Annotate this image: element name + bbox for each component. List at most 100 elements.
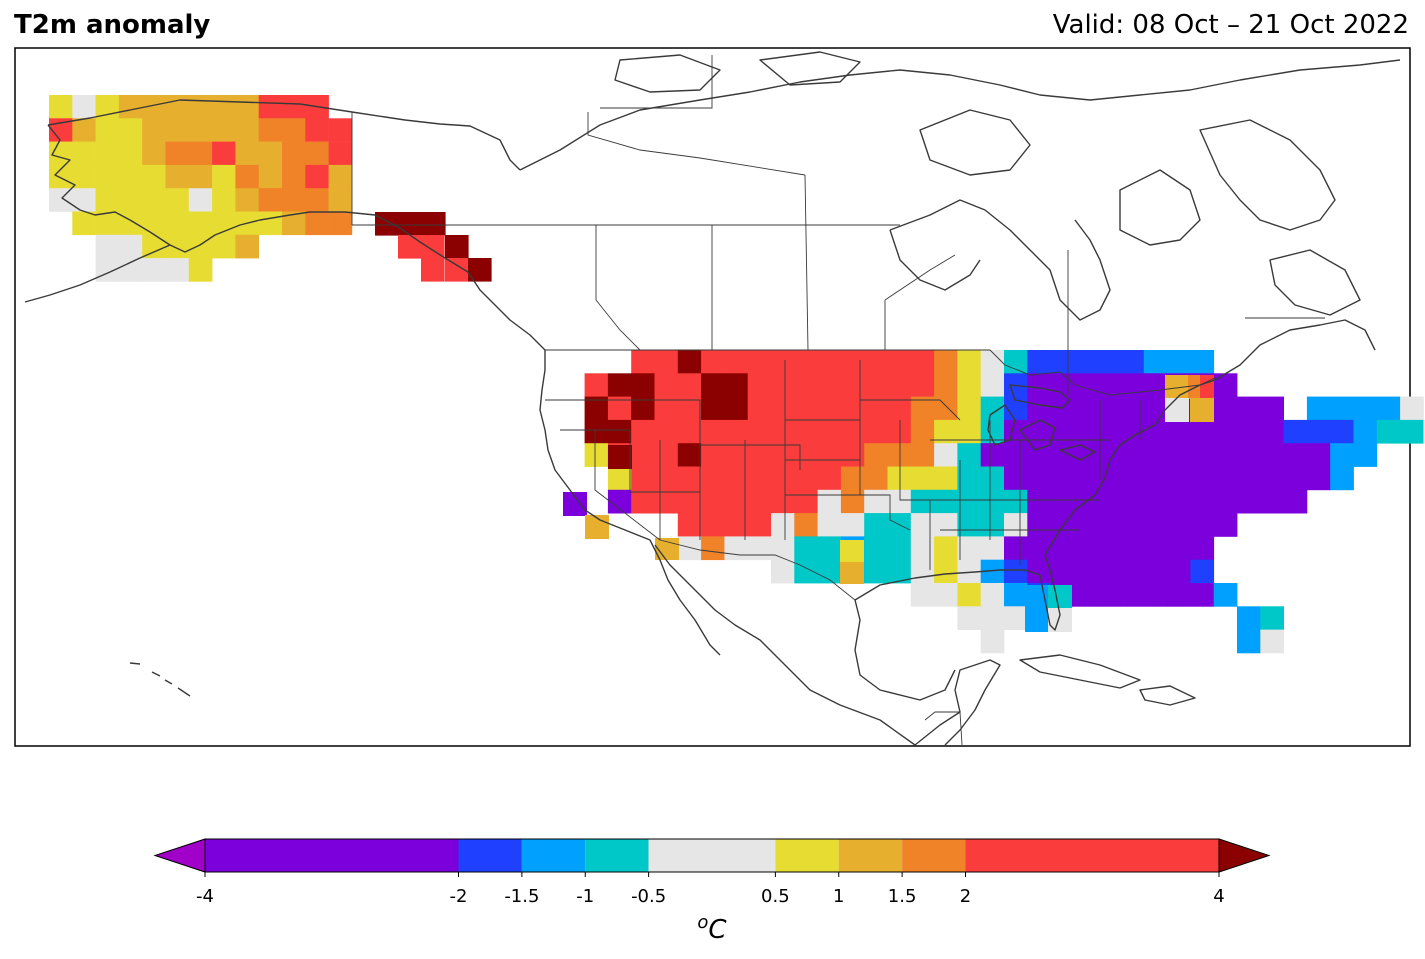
anomaly-cell	[398, 212, 423, 236]
anomaly-cell	[1260, 489, 1284, 514]
anomaly-cell	[188, 211, 213, 236]
anomaly-cell	[840, 540, 864, 562]
anomaly-cell	[1237, 396, 1261, 421]
anomaly-cell	[95, 164, 120, 189]
anomaly-cell	[1027, 466, 1051, 491]
anomaly-cell	[980, 559, 1005, 584]
anomaly-cells	[49, 95, 1425, 654]
anomaly-cell	[701, 443, 725, 467]
anomaly-cell	[142, 164, 166, 189]
anomaly-cell	[864, 419, 888, 444]
anomaly-cell	[957, 559, 982, 584]
anomaly-cell	[235, 141, 259, 166]
anomaly-cell	[165, 141, 190, 166]
colorbar-segment	[205, 839, 459, 872]
anomaly-cell	[142, 258, 166, 282]
anomaly-cell	[1097, 373, 1121, 397]
anomaly-cell	[118, 234, 143, 259]
anomaly-cell	[142, 141, 166, 166]
anomaly-cell	[1330, 396, 1354, 421]
anomaly-cell	[910, 419, 935, 444]
anomaly-cell	[980, 396, 1005, 421]
colorbar-tick-label: -4	[196, 886, 214, 907]
anomaly-cell	[840, 419, 865, 444]
anomaly-cell	[1097, 513, 1121, 537]
anomaly-cell	[165, 188, 190, 212]
anomaly-cell	[607, 396, 632, 421]
anomaly-cell	[934, 350, 958, 374]
anomaly-cell	[212, 188, 236, 212]
anomaly-cell	[1237, 629, 1261, 654]
anomaly-cell	[771, 513, 795, 537]
anomaly-cell	[910, 373, 935, 397]
anomaly-cell	[1097, 466, 1121, 491]
anomaly-cell	[654, 396, 679, 421]
anomaly-cell	[235, 118, 259, 142]
anomaly-cell	[72, 211, 96, 236]
anomaly-cell	[910, 583, 935, 607]
anomaly-cell	[607, 373, 632, 397]
anomaly-cell	[817, 373, 842, 397]
anomaly-cell	[1306, 466, 1331, 491]
anomaly-cell	[584, 419, 609, 444]
anomaly-cell	[887, 396, 912, 421]
anomaly-cell	[724, 513, 749, 537]
anomaly-cell	[771, 536, 795, 561]
anomaly-cell	[584, 396, 609, 421]
anomaly-cell	[328, 188, 353, 212]
colorbar-tick-label: 4	[1213, 886, 1224, 907]
anomaly-cell	[794, 466, 818, 491]
anomaly-cell	[934, 559, 958, 584]
anomaly-cell	[701, 419, 725, 444]
anomaly-cell	[1050, 466, 1075, 491]
anomaly-cell	[607, 419, 632, 444]
anomaly-cell	[235, 164, 259, 189]
anomaly-cell	[282, 141, 306, 166]
anomaly-cell	[95, 118, 120, 142]
anomaly-cell	[677, 373, 702, 397]
anomaly-cell	[747, 489, 772, 514]
anomaly-cell	[747, 443, 772, 467]
anomaly-cell	[1237, 606, 1261, 630]
anomaly-cell	[794, 489, 818, 514]
anomaly-cell	[584, 443, 609, 467]
anomaly-cell	[840, 443, 865, 467]
anomaly-cell	[212, 164, 236, 189]
anomaly-cell	[910, 536, 935, 561]
anomaly-cell	[1004, 513, 1028, 537]
anomaly-cell	[980, 443, 1005, 467]
anomaly-cell	[1073, 396, 1098, 421]
anomaly-cell	[817, 536, 842, 561]
anomaly-cell	[305, 141, 329, 166]
anomaly-cell	[1190, 536, 1215, 561]
anomaly-cell	[118, 95, 143, 119]
anomaly-cell	[1097, 583, 1121, 607]
anomaly-cell	[188, 118, 213, 142]
anomaly-cell	[1165, 398, 1189, 422]
anomaly-cell	[188, 164, 213, 189]
anomaly-cell	[1027, 559, 1051, 584]
anomaly-cell	[864, 536, 888, 561]
anomaly-cell	[1400, 419, 1424, 444]
anomaly-cell	[118, 258, 143, 282]
anomaly-cell	[887, 419, 912, 444]
anomaly-cell	[771, 350, 795, 374]
colorbar-segment	[775, 839, 839, 872]
anomaly-cell	[747, 513, 772, 537]
anomaly-cell	[1283, 489, 1308, 514]
anomaly-cell	[1073, 559, 1098, 584]
anomaly-cell	[794, 559, 818, 584]
anomaly-cell	[701, 396, 725, 421]
anomaly-cell	[840, 513, 865, 537]
anomaly-cell	[980, 419, 1005, 444]
colorbar-body	[153, 838, 1271, 873]
anomaly-cell	[1143, 536, 1168, 561]
anomaly-cell	[1073, 350, 1098, 374]
anomaly-cell	[212, 118, 236, 142]
anomaly-cell	[934, 373, 958, 397]
anomaly-cell	[631, 466, 655, 491]
anomaly-cell	[1190, 583, 1215, 607]
anomaly-cell	[701, 489, 725, 514]
anomaly-cell	[957, 489, 982, 514]
anomaly-cell	[1097, 350, 1121, 374]
